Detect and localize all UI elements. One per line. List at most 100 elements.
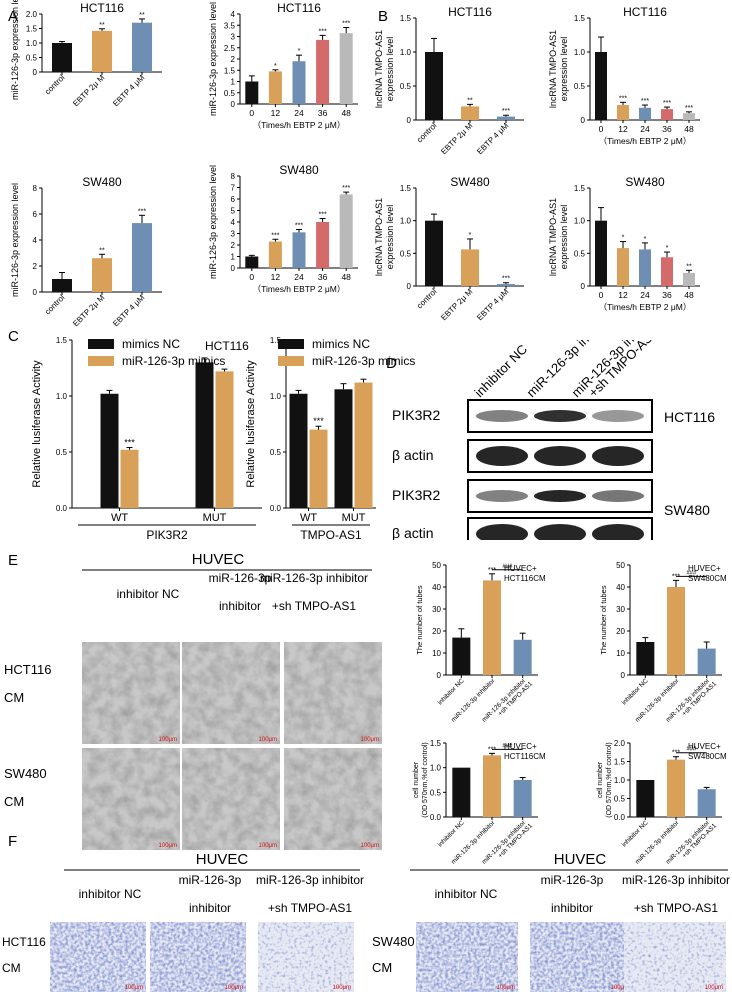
y-tick-label: 1.0	[614, 776, 626, 785]
tube-col-2a: miR-126-3p	[209, 571, 272, 585]
bar	[316, 39, 330, 104]
panel-letter-d: D	[386, 355, 397, 372]
tw-l-col-2b: inhibitor	[189, 901, 231, 915]
bar	[452, 637, 471, 675]
tw-l-col-1: inhibitor NC	[79, 887, 142, 901]
category-label: 24	[294, 272, 304, 282]
bar	[215, 371, 234, 508]
group-label: WT	[111, 512, 128, 524]
tube-row-2a: SW480	[4, 766, 47, 781]
y-axis-label: The number of tubes	[415, 585, 424, 654]
y-axis-label: lncRNA TMPO-AS1	[548, 30, 558, 108]
category-label: control	[415, 121, 439, 145]
y-tick-label: 1	[231, 78, 236, 87]
y-tick-label: 1.5	[26, 25, 38, 34]
y-tick-label: 7	[231, 184, 236, 193]
chart-note: SW480CM	[688, 574, 727, 583]
y-axis-label: miR-126-3p expression level	[10, 183, 20, 297]
category-label: 0	[599, 290, 604, 300]
y-tick-label: 1.5	[430, 739, 442, 748]
y-tick-label: 10	[432, 649, 441, 658]
y-tick-label: 2.5	[224, 44, 236, 53]
legend-swatch	[278, 356, 304, 366]
y-tick-label: 1.5	[400, 14, 412, 23]
y-tick-label: 1.5	[574, 14, 586, 23]
y-tick-label: 8	[231, 172, 236, 181]
chart-note: SW480CM	[688, 752, 727, 761]
blot-band	[592, 490, 644, 502]
y-axis-label: lncRNA TMPO-AS1	[374, 198, 384, 276]
tw-r-col-2b: inhibitor	[551, 901, 593, 915]
tw-l-col-3b: +sh TMPO-AS1	[268, 901, 352, 915]
scale-label: 100μm	[333, 985, 351, 991]
category-label: 24	[640, 290, 650, 300]
y-tick-label: 30	[616, 605, 625, 614]
chart-title: SW480	[450, 175, 490, 189]
y-tick-label: 10	[616, 649, 625, 658]
bar	[461, 106, 479, 120]
panel-letter-c: C	[8, 328, 19, 345]
category-label: EBTP 4 μM	[475, 287, 511, 323]
bar	[92, 30, 112, 72]
bar	[497, 116, 515, 120]
scale-label: 100μm	[259, 737, 277, 743]
panel-letter-e: E	[8, 552, 19, 569]
y-tick-label: 3.5	[224, 21, 236, 30]
scale-label: 100μm	[159, 843, 177, 849]
y-tick-label: 1.5	[574, 184, 586, 193]
significance-mark: *	[298, 48, 301, 55]
tw-r-col-2a: miR-126-3p	[541, 873, 604, 887]
chart-c2: 0.0 0.5 1.0 1.5 Relative lusiferase Activity…	[245, 336, 376, 542]
y-tick-label: 0	[437, 671, 442, 680]
transwell-panel: HUVEC HUVEC inhibitor NC miR-126-3p inhi…	[2, 851, 730, 992]
bar	[309, 429, 328, 508]
x-axis-label: TMPO-AS1	[300, 528, 362, 542]
y-tick-label: 1.0	[270, 392, 282, 401]
panel-letter-b: B	[378, 8, 389, 25]
bracket-label: ###	[502, 564, 513, 570]
y-tick-label: 0.5	[430, 788, 442, 797]
significance-mark: *	[274, 63, 277, 70]
y-tick-label: 30	[432, 605, 441, 614]
chart-e2: 0 10 20 30 40 50 The number of tubes inhibitor …	[599, 561, 727, 724]
chart-note: HUVEC+	[688, 742, 721, 751]
category-label: EBTP 2μ M	[439, 121, 475, 157]
bar	[661, 257, 673, 286]
y-axis-label: (OD 570nm,%of control)	[422, 742, 429, 817]
significance-mark: **	[99, 22, 105, 29]
y-tick-label: 1.5	[614, 758, 626, 767]
tube-formation-panel: HUVEC inhibitor NC miR-126-3p inhibitor …	[4, 552, 382, 850]
significance-mark: ***	[319, 212, 327, 219]
y-tick-label: 0.0	[56, 504, 68, 513]
chart-note: HCT116CM	[504, 752, 546, 761]
y-tick-label: 0.0	[270, 504, 282, 513]
y-tick-label: 8	[33, 184, 38, 193]
blot-col-1: inhibitor NC	[472, 341, 531, 400]
blot-band	[592, 446, 644, 466]
significance-mark: **	[686, 263, 692, 270]
bar	[639, 249, 651, 286]
y-tick-label: 0.5	[574, 249, 586, 258]
chart-title: HCT116	[205, 339, 249, 353]
chart-b1: 0 0.5 1.0 1.5 lncRNA TMPO-AS1 expression leve…	[374, 5, 524, 156]
tw-l-col-2a: miR-126-3p	[179, 873, 242, 887]
y-tick-label: 0	[231, 264, 236, 273]
chart-b2: 0 0.5 1.0 1.5 lncRNA TMPO-AS1 expression leve…	[548, 5, 700, 146]
microscope-image: 100μm	[284, 642, 382, 744]
bar	[452, 767, 471, 817]
category-label: 48	[684, 124, 694, 134]
x-axis-label: （Times/h EBTP 2 μM）	[599, 136, 692, 146]
bar	[334, 389, 353, 508]
significance-mark: *	[469, 232, 472, 239]
x-axis-label: （Times/h EBTP 2 μM）	[599, 302, 692, 312]
significance-mark: ***	[319, 28, 327, 35]
category-label: 24	[640, 124, 650, 134]
scale-label: 100μm	[125, 985, 143, 991]
category-label: EBTP 4 μM	[111, 73, 147, 109]
y-tick-label: 1.0	[430, 764, 442, 773]
y-axis-label: Relative lusiferase Activity	[31, 360, 43, 488]
y-tick-label: 2	[231, 241, 236, 250]
bracket-label: ###	[686, 747, 697, 753]
category-label: 0	[249, 108, 254, 118]
